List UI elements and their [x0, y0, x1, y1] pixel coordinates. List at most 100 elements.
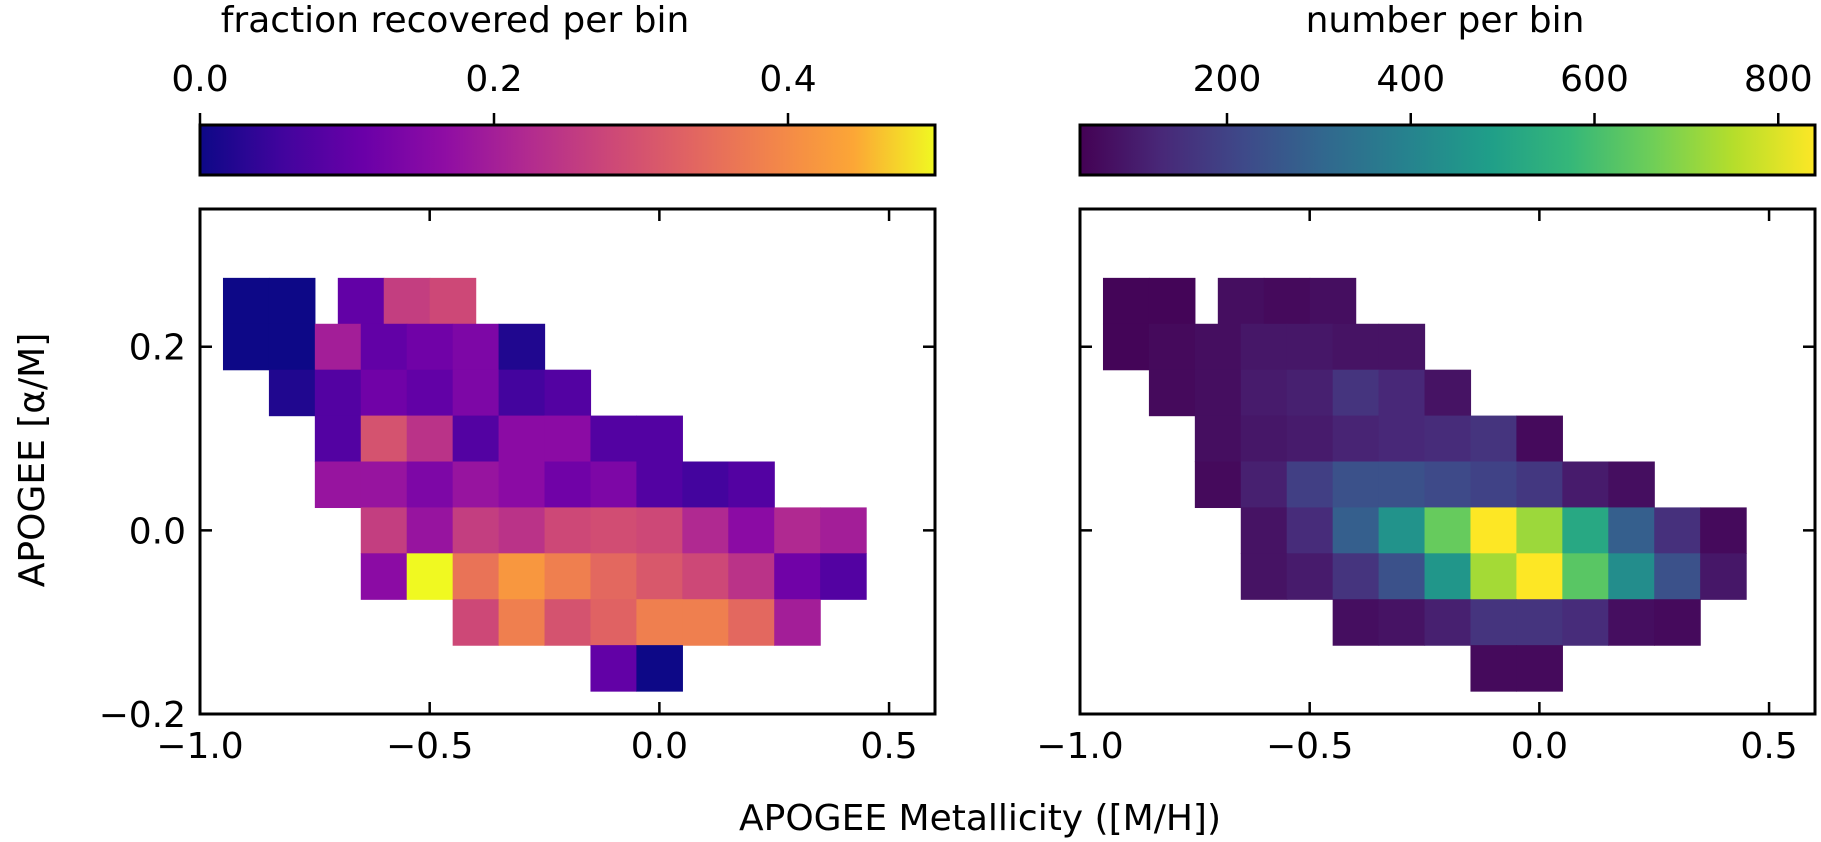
left-heatmap-cell: [590, 507, 638, 554]
right-axis-ticks: [1078, 209, 1815, 716]
right-heatmap-cell: [1608, 461, 1655, 509]
left-heatmap-cell: [406, 415, 454, 463]
right-colorbar-tick-label: 600: [1560, 59, 1629, 100]
left-heatmap-cell: [268, 277, 316, 325]
left-heatmap-cell: [360, 461, 408, 509]
right-heatmap-cell: [1378, 461, 1426, 509]
right-heatmap-cell: [1562, 507, 1609, 554]
left-heatmap-cell: [544, 507, 592, 554]
right-heatmap-cell: [1332, 369, 1380, 417]
left-colorbar-tick-label: 0.2: [465, 59, 522, 100]
left-heatmap-cell: [360, 553, 408, 600]
left-heatmap-cell: [544, 415, 592, 463]
right-heatmap-cell: [1263, 277, 1311, 325]
right-heatmap-cell: [1516, 507, 1563, 554]
right-heatmap-cell: [1470, 553, 1518, 600]
right-heatmap-cell: [1286, 461, 1334, 509]
right-heatmap-cell: [1654, 553, 1701, 600]
left-heatmap-cell: [452, 369, 500, 417]
right-heatmap-cell: [1194, 323, 1242, 371]
right-heatmap-cell: [1102, 323, 1150, 371]
right-heatmap-cell: [1286, 553, 1334, 600]
right-heatmap-cell: [1332, 323, 1380, 371]
left-xtick-labels: −1.0 −0.5 0.0 0.5: [156, 726, 917, 767]
left-heatmap-cell: [222, 277, 270, 325]
left-colorbar-ticks: [198, 113, 790, 125]
right-heatmap-cell: [1424, 599, 1472, 646]
left-xtick-label: 0.0: [631, 726, 688, 767]
left-heatmap-cell: [544, 461, 592, 509]
left-heatmap-cell: [590, 553, 638, 600]
right-heatmap-cell: [1424, 415, 1472, 463]
right-heatmap-cell: [1240, 507, 1288, 554]
right-heatmap-cell: [1378, 415, 1426, 463]
left-heatmap-cell: [820, 507, 867, 554]
right-heatmap-cell: [1332, 553, 1380, 600]
left-panel: fraction recovered per bin 0.0 0.2 0.4 −1.…: [99, 0, 937, 767]
right-xtick-label: 0.5: [1740, 726, 1797, 767]
left-heatmap-cell: [544, 553, 592, 600]
left-heatmap-cell: [337, 277, 385, 325]
right-heatmap-cell: [1194, 415, 1242, 463]
left-heatmap-cell: [452, 553, 500, 600]
right-heatmap-cell: [1194, 369, 1242, 417]
right-heatmap-cell: [1424, 461, 1472, 509]
left-heatmap-cell: [498, 461, 546, 509]
right-heatmap-cell: [1562, 461, 1609, 509]
right-heatmap-cell: [1424, 507, 1472, 554]
right-heatmap-cell: [1240, 553, 1288, 600]
right-heatmap-cell: [1470, 415, 1518, 463]
right-heatmap-cell: [1608, 599, 1655, 646]
left-heatmap-cell: [682, 507, 729, 554]
right-colorbar-tick-labels: 200 400 600 800: [1193, 59, 1813, 100]
right-heatmap-cell: [1148, 369, 1196, 417]
right-heatmap-cell: [1700, 553, 1747, 600]
left-heatmap-cell: [728, 553, 775, 600]
left-heatmap-cell: [590, 415, 638, 463]
right-heatmap-cell: [1562, 599, 1609, 646]
right-heatmap-cell: [1516, 553, 1563, 600]
right-colorbar-ticks: [1225, 113, 1780, 125]
left-heatmap-cell: [498, 415, 546, 463]
left-colorbar-tick-label: 0.4: [759, 59, 816, 100]
right-heatmap-cell: [1654, 507, 1701, 554]
right-heatmap-cell: [1332, 599, 1380, 646]
left-heatmap-cell: [498, 369, 546, 417]
right-colorbar-tick-label: 200: [1193, 59, 1262, 100]
right-heatmap-cell: [1470, 599, 1518, 646]
right-xtick-label: −0.5: [1266, 726, 1353, 767]
left-heatmap-cell: [406, 461, 454, 509]
right-heatmap-cell: [1286, 369, 1334, 417]
left-heatmap-cell: [383, 277, 431, 325]
left-heatmap-cell: [429, 277, 477, 325]
right-heatmap-cell: [1102, 277, 1150, 325]
left-heatmap-cell: [636, 415, 683, 463]
left-heatmap-cell: [452, 507, 500, 554]
right-heatmap-cell: [1562, 553, 1609, 600]
left-colorbar: [198, 123, 937, 177]
right-colorbar-tick-label: 800: [1744, 59, 1813, 100]
left-heatmap-cell: [268, 369, 316, 417]
left-heatmap-cell: [452, 599, 500, 646]
left-heatmap-cell: [406, 369, 454, 417]
right-heatmap-cell: [1240, 369, 1288, 417]
left-ytick-labels: −0.2 0.0 0.2: [99, 328, 186, 736]
right-colorbar-label: number per bin: [1306, 0, 1585, 41]
left-heatmap-cell: [774, 599, 821, 646]
left-heatmap-cell: [268, 323, 316, 371]
left-heatmap-cell: [360, 323, 408, 371]
left-heatmap-cell: [774, 507, 821, 554]
right-heatmap-cell: [1332, 507, 1380, 554]
left-heatmap-cell: [360, 507, 408, 554]
left-ytick-label: 0.0: [129, 511, 186, 552]
left-heatmap-cell: [636, 553, 683, 600]
left-heatmap-cell: [406, 323, 454, 371]
right-heatmap-cell: [1240, 415, 1288, 463]
right-xtick-labels: −1.0 −0.5 0.0 0.5: [1036, 726, 1797, 767]
right-plot-frame: [1078, 207, 1817, 716]
right-heatmap-cell: [1148, 277, 1196, 325]
left-heatmap-cell: [498, 553, 546, 600]
left-axis-ticks: [198, 209, 935, 716]
right-heatmap-cell: [1470, 645, 1518, 692]
left-heatmap-cell: [636, 461, 683, 509]
